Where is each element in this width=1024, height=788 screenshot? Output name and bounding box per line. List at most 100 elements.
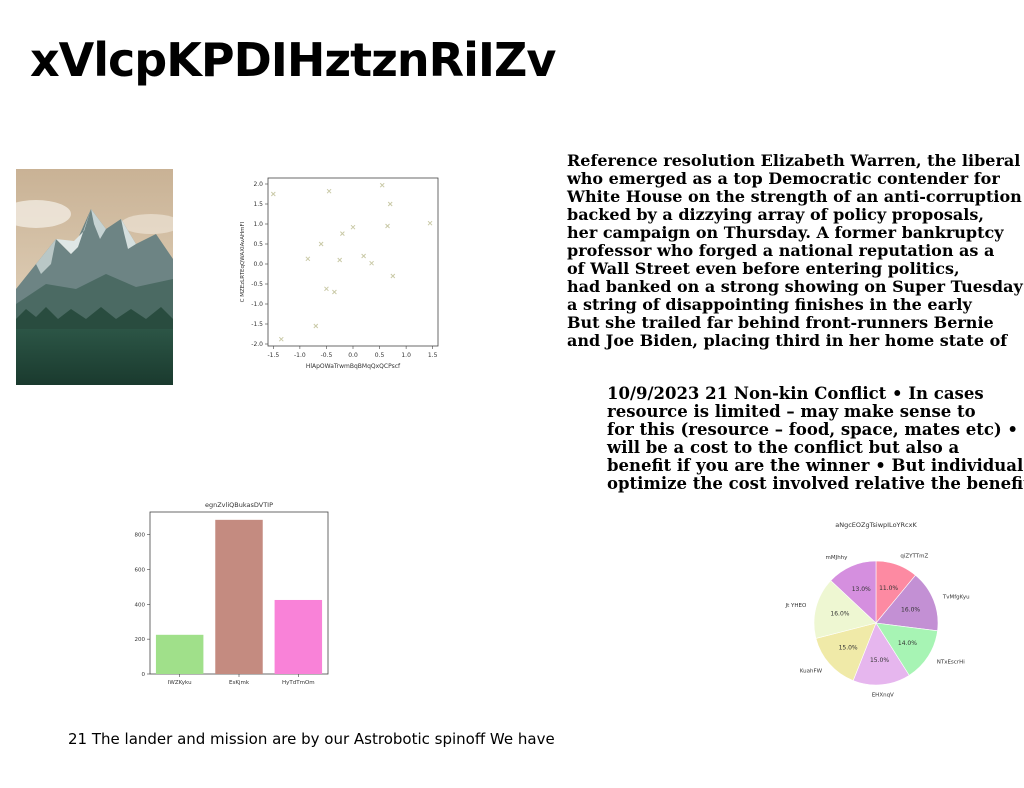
y-tick-label: -2.0: [251, 341, 263, 348]
scatter-chart: -1.5 -1.0 -0.5 0.0 0.5 1.0 1.5 2.0 1.5 1.0 0.5 0.0 -…: [240, 177, 439, 370]
bar-IWZKyku: [155, 634, 204, 674]
scatter-point: [332, 289, 337, 295]
pie-slice: [875, 574, 939, 632]
point-stroke: [305, 256, 311, 262]
x-tick-label: 0.5: [375, 352, 385, 359]
x-tick-label: -1.5: [267, 352, 279, 359]
pie-pct-label: 15.0%: [839, 645, 858, 652]
y-tick-label: 0.5: [253, 241, 263, 248]
chart-title: egnZvliQBukasDVTIP: [205, 501, 273, 509]
y-axis-label: C MZEzLRTEqQWAXIAvAHmFI: [240, 221, 246, 302]
text-line: Reference resolution Elizabeth Warren, t…: [567, 151, 1021, 170]
point-stroke: [318, 241, 324, 247]
x-tick-label: IWZKyku: [168, 680, 192, 686]
y-tick-label: 2.0: [253, 181, 263, 188]
text-line: had banked on a strong showing on Super …: [567, 277, 1023, 296]
scatter-point: [385, 223, 390, 229]
text-line: But she trailed far behind front-runners…: [567, 313, 994, 332]
scatter-point: [278, 336, 284, 342]
x-axis-label: HlApOWaTrwmBqBMqQxQCPscf: [306, 363, 401, 370]
text-line: and Joe Biden, placing third in her home…: [567, 331, 1008, 350]
point-stroke: [385, 223, 390, 229]
text-line: for this (resource – food, space, mates …: [607, 420, 1018, 439]
page-title: xVlcpKPDIHztznRiIZv: [30, 33, 556, 87]
pie-slice-label: NTxEscrHi: [937, 660, 965, 666]
scatter-point: [305, 256, 311, 262]
y-tick-label: -1.0: [251, 301, 263, 308]
point-stroke: [427, 220, 433, 226]
x-tick-label: 1.0: [401, 352, 411, 359]
bar-chart: egnZvliQBukasDVTIP 0 200 400 600 800 IWZKyku Es…: [135, 501, 329, 686]
point-stroke: [369, 260, 374, 266]
y-tick-label: 0.0: [253, 261, 263, 268]
point-stroke: [326, 188, 332, 194]
point-stroke: [332, 289, 337, 295]
text-line: will be a cost to the conflict but also …: [607, 438, 960, 457]
scatter-point: [337, 257, 343, 263]
x-tick-label: 1.5: [428, 352, 438, 359]
y-tick-label: 200: [135, 637, 146, 643]
y-tick-label: -0.5: [251, 281, 263, 288]
scatter-point: [270, 191, 276, 197]
x-tick-label: EsKjmk: [229, 680, 250, 686]
pie-slice: [813, 580, 877, 639]
x-tick-label: -0.5: [321, 352, 333, 359]
pie-slice-label: EHXnqV: [872, 693, 894, 699]
point-stroke: [340, 231, 345, 236]
caption: 21 The lander and mission are by our Ast…: [68, 730, 555, 748]
pie-pct-label: 15.0%: [870, 657, 889, 664]
scatter-point: [313, 323, 319, 329]
scatter-point: [326, 188, 332, 194]
text-line: who emerged as a top Democratic contende…: [567, 169, 1000, 188]
pie-pct-label: 16.0%: [901, 606, 920, 613]
text-line: 10/9/2023 21 Non-kin Conflict • In cases: [607, 384, 984, 403]
pie-slice-label: KuahFW: [800, 669, 823, 675]
point-stroke: [379, 182, 385, 188]
pie-slice-label: mMJhhy: [825, 555, 848, 561]
pie-pct-label: 14.0%: [898, 640, 917, 647]
x-tick-label: -1.0: [294, 352, 306, 359]
y-tick-label: 1.5: [253, 201, 263, 208]
scatter-point: [369, 260, 374, 266]
chart-title: aNgcEOZgTsiwpILoYRcxK: [835, 521, 917, 529]
scatter-point: [379, 182, 385, 188]
text-line: benefit if you are the winner • But indi…: [607, 456, 1024, 475]
point-stroke: [350, 224, 356, 230]
x-tick-label: HyTdTmOm: [282, 680, 315, 686]
text-block-1: Reference resolution Elizabeth Warren, t…: [567, 152, 1023, 350]
point-stroke: [278, 336, 284, 342]
pie-pct-label: 16.0%: [830, 611, 849, 618]
text-line: White House on the strength of an anti-c…: [567, 187, 1022, 206]
y-tick-label: 800: [135, 533, 146, 539]
scatter-point: [318, 241, 324, 247]
point-stroke: [337, 257, 343, 263]
text-line: her campaign on Thursday. A former bankr…: [567, 223, 1004, 242]
pie-slice: [875, 622, 938, 676]
pie-slice: [852, 622, 910, 686]
pie-pct-label: 13.0%: [852, 586, 871, 593]
bar-EsKjmk: [215, 519, 263, 674]
point-stroke: [390, 273, 396, 279]
scatter-point: [340, 231, 345, 236]
pie-slice: [815, 622, 877, 682]
text-line: resource is limited – may make sense to: [607, 402, 976, 421]
scatter-point: [350, 224, 356, 230]
y-tick-label: 0: [142, 672, 146, 678]
pie-slice: [830, 560, 877, 624]
text-line: a string of disappointing finishes in th…: [567, 295, 972, 314]
y-tick-label: -1.5: [251, 321, 263, 328]
point-stroke: [270, 191, 276, 197]
text-line: optimize the cost involved relative the …: [607, 474, 1024, 493]
pie-chart: aNgcEOZgTsiwpILoYRcxK 11.0% qiZYTTmZ 16.0% T…: [785, 521, 970, 699]
mountain-photo: [16, 169, 173, 385]
pie-slice-label: qiZYTTmZ: [900, 553, 928, 559]
bar-HyTdTmOm: [274, 599, 323, 674]
scatter-point: [387, 201, 393, 207]
pie-slice-label: Jt YHEO: [785, 603, 807, 609]
x-tick-label: 0.0: [348, 352, 358, 359]
scatter-point: [361, 253, 366, 259]
point-stroke: [324, 286, 329, 292]
text-block-2: 10/9/2023 21 Non-kin Conflict • In cases…: [607, 385, 1024, 493]
pie-slice-label: TvMfgKyu: [942, 595, 970, 601]
point-stroke: [387, 201, 393, 207]
